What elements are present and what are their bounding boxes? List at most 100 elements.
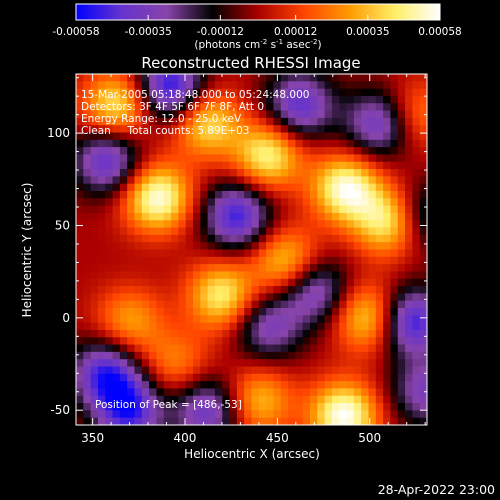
heatmap-cell [200,344,209,353]
heatmap-cell [156,205,165,214]
heatmap-cell [397,110,406,119]
heatmap-cell [324,264,333,272]
heatmap-cell [419,256,427,265]
heatmap-cell [368,147,377,155]
heatmap-cell [361,359,369,367]
heatmap-cell [127,300,135,309]
heatmap-cell [222,403,230,411]
heatmap-cell [127,125,135,133]
heatmap-cell [178,154,187,163]
colorbar-tick-label: 0.00035 [346,26,389,38]
heatmap-cell [258,125,267,133]
heatmap-cell [331,417,340,425]
heatmap-cell [200,278,209,287]
heatmap-cell [383,403,391,411]
heatmap-cell [149,373,157,382]
heatmap-cell [229,154,238,163]
heatmap-cell [127,169,135,177]
heatmap-cell [353,74,362,82]
heatmap-cell [353,410,362,419]
heatmap-cell [361,388,369,397]
heatmap-cell [310,205,318,214]
heatmap-cell [405,264,413,272]
heatmap-cell [368,103,377,111]
heatmap-cell [405,220,413,228]
heatmap-cell [419,242,427,250]
heatmap-cell [90,242,99,250]
heatmap-cell [171,227,179,236]
heatmap-cell [236,183,245,192]
heatmap-cell [339,88,347,97]
heatmap-cell [397,88,406,97]
heatmap-cell [412,403,421,411]
heatmap-cell [185,227,194,236]
heatmap-cell [331,117,340,126]
heatmap-cell [76,139,84,148]
heatmap-cell [419,381,427,389]
heatmap-cell [331,169,340,177]
heatmap-cell [207,212,216,221]
heatmap-cell [178,132,187,141]
heatmap-cell [346,81,355,90]
heatmap-cell [280,395,289,404]
heatmap-cell [236,417,245,425]
heatmap-cell [273,329,282,338]
time-range-text: 15-Mar-2005 05:18:48.000 to 05:24:48.000 [81,89,309,101]
heatmap-cell [229,183,238,192]
heatmap-cell [295,417,304,425]
heatmap-cell [214,373,223,382]
heatmap-cell [302,191,311,199]
heatmap-cell [222,395,230,404]
heatmap-cell [412,234,421,243]
heatmap-cell [317,351,326,360]
heatmap-cell [324,329,333,338]
heatmap-cell [361,234,369,243]
heatmap-cell [127,139,135,148]
heatmap-cell [236,74,245,82]
heatmap-cell [317,74,326,82]
heatmap-cell [266,139,274,148]
heatmap-cell [193,139,201,148]
heatmap-cell [405,110,413,119]
heatmap-cell [288,183,296,192]
heatmap-cell [163,315,172,324]
heatmap-cell [295,395,304,404]
heatmap-cell [375,147,384,155]
heatmap-cell [193,381,201,389]
heatmap-cell [163,373,172,382]
heatmap-cell [141,154,150,163]
heatmap-cell [397,205,406,214]
heatmap-cell [390,81,399,90]
heatmap-cell [273,344,282,353]
heatmap-cell [156,95,165,104]
heatmap-cell [90,191,99,199]
heatmap-cell [273,220,282,228]
heatmap-cell [302,329,311,338]
heatmap-cell [214,315,223,324]
heatmap-cell [251,81,260,90]
heatmap-cell [127,337,135,345]
heatmap-cell [339,278,347,287]
heatmap-cell [236,322,245,331]
heatmap-cell [302,198,311,207]
heatmap-cell [134,337,143,345]
heatmap-cell [339,308,347,316]
heatmap-cell [288,161,296,170]
heatmap-cell [200,388,209,397]
heatmap-cell [222,103,230,111]
heatmap-cell [346,366,355,375]
heatmap-cell [251,169,260,177]
heatmap-cell [127,198,135,207]
heatmap-cell [317,286,326,294]
heatmap-cell [236,344,245,353]
heatmap-cell [397,183,406,192]
heatmap-cell [280,191,289,199]
heatmap-cell [200,249,209,258]
heatmap-cell [236,366,245,375]
heatmap-cell [331,293,340,302]
heatmap-cell [76,183,84,192]
heatmap-cell [141,373,150,382]
heatmap-cell [76,329,84,338]
heatmap-cell [163,234,172,243]
heatmap-cell [222,264,230,272]
